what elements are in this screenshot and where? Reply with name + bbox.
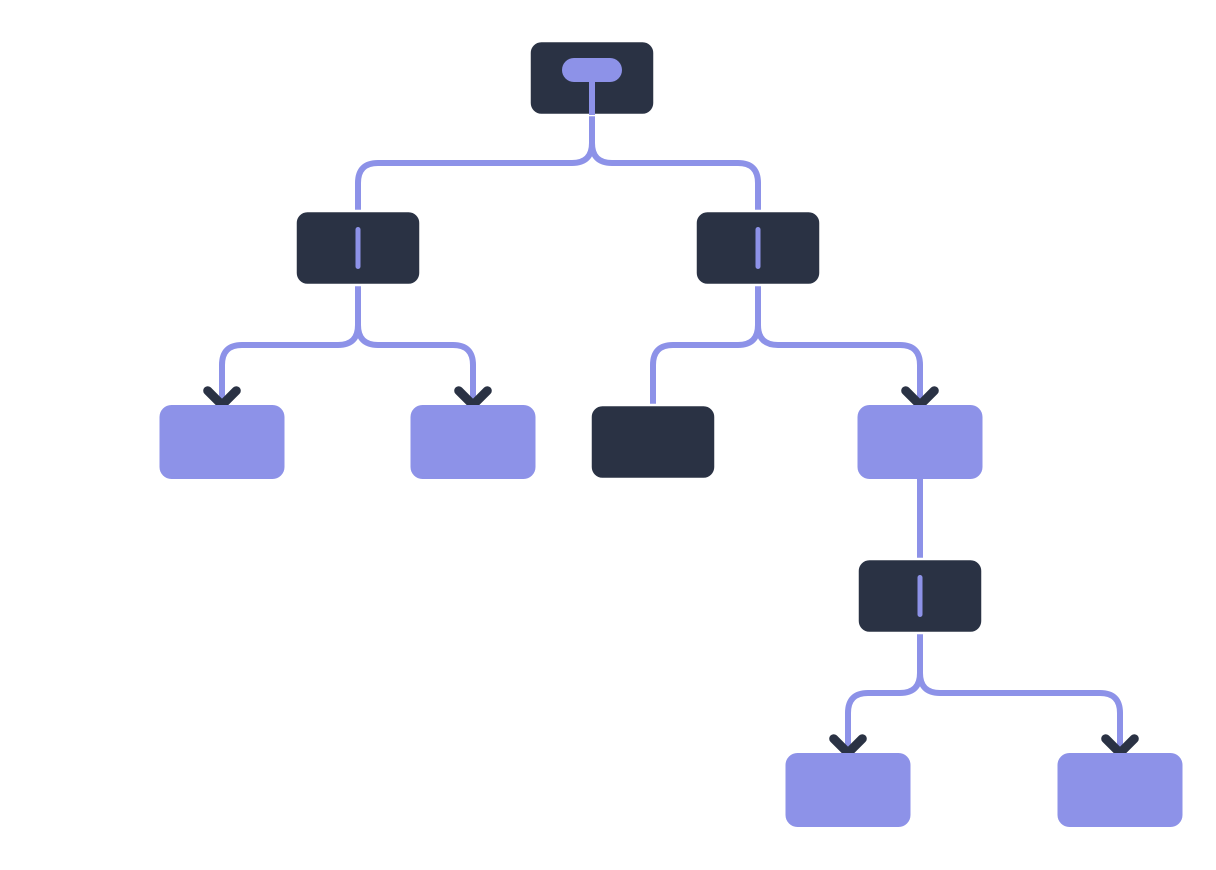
edge	[222, 285, 358, 405]
edge	[653, 285, 758, 405]
edge	[358, 285, 473, 405]
node-root	[530, 41, 655, 115]
leaf-node	[786, 753, 911, 827]
cursor-line-icon	[356, 227, 361, 269]
cursor-line-icon	[756, 227, 761, 269]
node-leaf2	[411, 405, 536, 479]
node-dark3	[591, 405, 716, 479]
leaf-node	[411, 405, 536, 479]
edge	[758, 285, 920, 405]
leaf-node	[858, 405, 983, 479]
node-leaf5	[1058, 753, 1183, 827]
node-leaf4	[786, 753, 911, 827]
node-leaf3	[858, 405, 983, 479]
edge	[848, 633, 920, 753]
node-n2	[696, 211, 821, 285]
leaf-node	[1058, 753, 1183, 827]
node-leaf1	[160, 405, 285, 479]
edge	[358, 115, 592, 211]
root-stem-icon	[589, 80, 595, 115]
tree-diagram	[0, 0, 1216, 870]
root-pill-icon	[562, 58, 622, 82]
edge	[592, 115, 758, 211]
leaf-node	[160, 405, 285, 479]
nodes-layer	[160, 41, 1183, 827]
node-n3	[858, 559, 983, 633]
edge	[920, 633, 1120, 753]
plain-node	[591, 405, 716, 479]
cursor-line-icon	[918, 575, 923, 617]
node-n1	[296, 211, 421, 285]
